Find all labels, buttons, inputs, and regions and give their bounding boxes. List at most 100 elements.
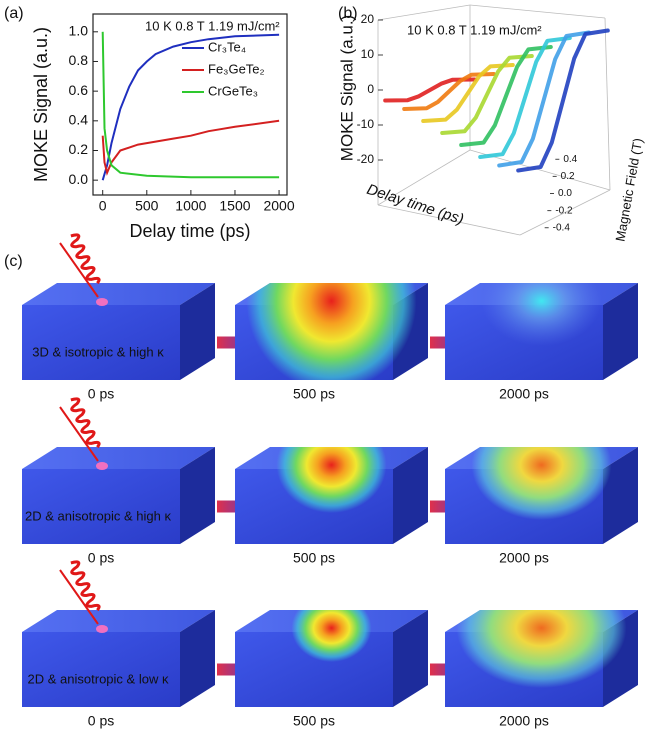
- laser-pulse: [70, 560, 101, 612]
- y-tick-label: 20: [361, 12, 375, 26]
- row-label: 2D & anisotropic & low κ: [28, 671, 169, 686]
- y-axis-title: MOKE Signal (a.u.): [31, 27, 51, 182]
- block-side: [180, 283, 215, 380]
- time-label: 500 ps: [293, 550, 335, 566]
- loop-curve: [421, 63, 515, 123]
- block-front: [22, 469, 180, 544]
- panel-label: (c): [4, 253, 23, 270]
- x-tick-label: 2000: [263, 198, 294, 214]
- series-line: [101, 119, 280, 176]
- loop-curve: [459, 45, 553, 147]
- x-tick-label: 0.0: [558, 188, 572, 199]
- axis-edge: [377, 4, 471, 21]
- x-tick-label: 0.2: [561, 171, 575, 182]
- legend-label: Fe₃GeTe₂: [208, 61, 265, 76]
- y-tick-label: 0.8: [69, 52, 89, 68]
- x-axis-title: Magnetic Field (T): [612, 137, 645, 243]
- block-side: [393, 447, 428, 544]
- axis-edge: [604, 17, 611, 191]
- axis-edge: [377, 204, 521, 236]
- z-axis-title: Delay time (ps): [365, 181, 466, 228]
- block-side: [603, 447, 638, 544]
- time-label: 2000 ps: [499, 713, 549, 729]
- series-line: [101, 33, 280, 181]
- loop-curve: [383, 77, 477, 103]
- sample-block: [22, 283, 215, 380]
- annotation: 10 K 0.8 T 1.19 mJ/cm²: [407, 22, 542, 37]
- row-label: 3D & isotropic & high κ: [32, 344, 164, 359]
- laser-beam: [59, 406, 99, 462]
- laser-beam: [59, 569, 99, 625]
- time-label: 2000 ps: [499, 386, 549, 402]
- x-tick-label: 0.4: [563, 154, 577, 165]
- panel-label: (a): [4, 5, 24, 22]
- y-tick-label: -20: [357, 152, 375, 166]
- block-side: [180, 610, 215, 707]
- heat-spot: [481, 283, 602, 346]
- block-front: [22, 305, 180, 380]
- y-tick-label: -10: [357, 117, 375, 131]
- sample-block: [22, 610, 215, 707]
- x-tick-label: 1000: [175, 198, 206, 214]
- loop-curve: [478, 36, 572, 159]
- y-tick-label: 0.2: [69, 141, 89, 157]
- y-tick-label: 0.4: [69, 112, 89, 128]
- block-top: [22, 283, 215, 305]
- sample-block: [445, 610, 638, 707]
- sample-block: [235, 283, 428, 380]
- y-tick-label: 0: [367, 82, 374, 96]
- time-label: 500 ps: [293, 386, 335, 402]
- laser-spot: [96, 298, 108, 306]
- block-front: [22, 632, 180, 707]
- axis-edge: [469, 4, 606, 19]
- sample-block: [445, 447, 638, 544]
- laser-spot: [96, 462, 108, 470]
- loop-curve: [440, 54, 534, 135]
- laser-pulse: [70, 397, 101, 449]
- series-line: [101, 31, 280, 179]
- sample-block: [235, 447, 428, 544]
- block-side: [603, 283, 638, 380]
- y-tick-label: 0.6: [69, 82, 89, 98]
- heat-spot: [276, 447, 387, 513]
- heat-spot: [471, 447, 612, 520]
- x-tick-label: 0: [99, 198, 107, 214]
- loop-curve: [516, 28, 610, 173]
- time-label: 0 ps: [88, 713, 114, 729]
- y-axis-title: MOKE Signal (a.u.): [337, 15, 356, 161]
- panel-label: (b): [338, 5, 358, 22]
- y-tick-label: 1.0: [69, 23, 89, 39]
- block-side: [393, 610, 428, 707]
- x-tick-label: -0.4: [553, 222, 571, 233]
- x-tick-label: 500: [135, 198, 159, 214]
- time-label: 2000 ps: [499, 550, 549, 566]
- sample-block: [445, 283, 638, 380]
- y-tick-label: 0.0: [69, 171, 89, 187]
- x-tick-label: -0.2: [555, 205, 573, 216]
- x-axis-title: Delay time (ps): [129, 221, 250, 241]
- loop-curve: [497, 30, 591, 168]
- axis-edge: [377, 149, 471, 206]
- block-top: [22, 447, 215, 469]
- time-label: 0 ps: [88, 550, 114, 566]
- plot-frame: [92, 13, 288, 196]
- legend-label: CrGeTe₃: [208, 83, 258, 98]
- y-tick-label: 10: [361, 47, 375, 61]
- legend-label: Cr₃Te₄: [208, 39, 246, 54]
- heat-spot: [291, 610, 372, 662]
- laser-pulse: [70, 233, 101, 285]
- heat-spot: [456, 610, 627, 688]
- block-top: [22, 610, 215, 632]
- row-label: 2D & anisotropic & high κ: [25, 508, 171, 523]
- block-side: [180, 447, 215, 544]
- time-label: 0 ps: [88, 386, 114, 402]
- loop-curve: [402, 72, 496, 111]
- sample-block: [22, 447, 215, 544]
- time-label: 500 ps: [293, 713, 335, 729]
- laser-beam: [59, 242, 99, 298]
- laser-spot: [96, 625, 108, 633]
- sample-block: [235, 610, 428, 707]
- axis-edge: [519, 189, 611, 236]
- heat-spot: [246, 283, 417, 380]
